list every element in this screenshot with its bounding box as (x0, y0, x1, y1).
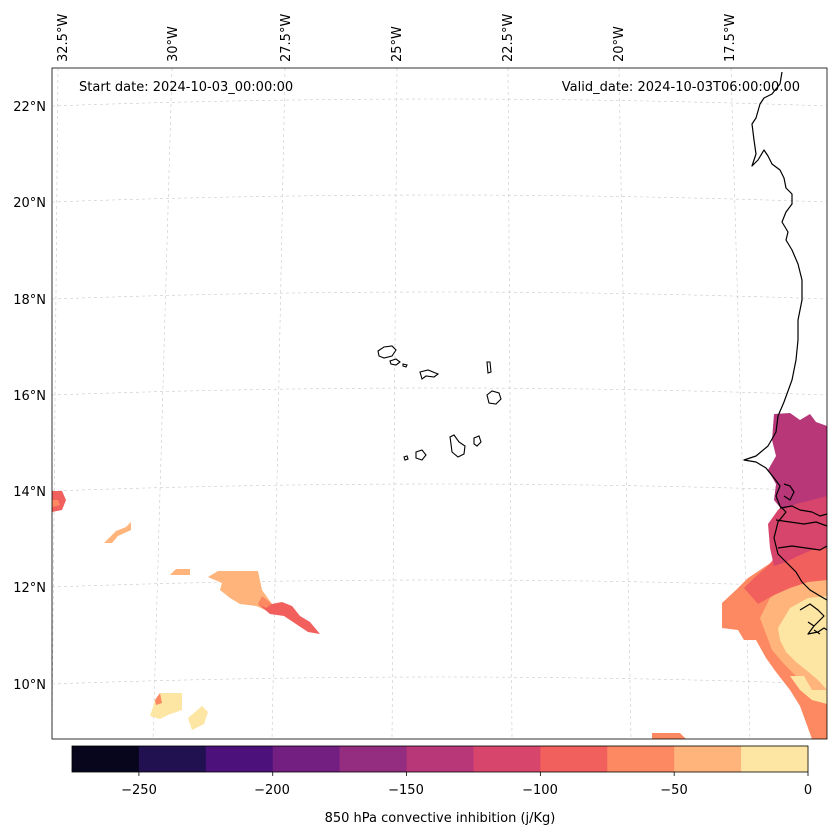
meridian-32.5W (51, 67, 59, 740)
valid-date-label: Valid_date: 2024-10-03T06:00:00.00 (562, 80, 800, 95)
cin-region-east-magenta (768, 413, 827, 510)
lat-label-22N: 22°N (13, 100, 46, 115)
cin-region-south (652, 733, 686, 739)
lon-label-17.5W: 17.5°W (723, 14, 738, 62)
cin-region-east-pale (778, 596, 827, 690)
map-frame (51, 67, 828, 740)
colorbar-segment (540, 746, 608, 772)
santa-luzia-island (402, 363, 408, 368)
parallel-10N (51, 676, 828, 685)
map-area (52, 68, 827, 739)
cin-region-southwest-edge (155, 693, 162, 705)
lon-label-25W: 25°W (390, 26, 405, 62)
colorbar-segment (741, 746, 809, 772)
parallel-14N (51, 483, 828, 492)
colorbar-tick-label: −50 (660, 783, 687, 798)
colorbar-segment (205, 746, 274, 772)
colorbar-tick-label: −200 (254, 783, 290, 798)
cin-region-central-core (258, 602, 320, 634)
lat-label-16N: 16°N (13, 389, 46, 404)
lat-label-14N: 14°N (13, 485, 46, 500)
colorbar-tick-label: −150 (388, 783, 424, 798)
cin-region-small-1 (104, 522, 131, 543)
sao-nicolau-island (419, 369, 440, 380)
colorbar-segment (406, 746, 474, 772)
colorbar-segment (339, 746, 408, 772)
africa-coastline (743, 71, 828, 601)
cin-region-east-pale-2 (790, 676, 827, 704)
cin-region-central-mid (258, 596, 272, 608)
parallel-16N (51, 387, 828, 396)
lon-label-22.5W: 22.5°W (501, 14, 516, 62)
lon-label-20W: 20°W (612, 26, 627, 62)
lat-label-18N: 18°N (13, 293, 46, 308)
sal-island (486, 361, 492, 374)
lat-label-10N: 10°N (13, 678, 46, 693)
lon-label-30W: 30°W (166, 26, 181, 62)
colorbar (71, 745, 809, 776)
start-date-label: Start date: 2024-10-03_00:00:00 (79, 80, 293, 95)
colorbar-segment (272, 746, 341, 772)
sao-vicente-island (389, 358, 401, 366)
santo-antao-island (377, 345, 397, 359)
lat-label-20N: 20°N (13, 196, 46, 211)
meridian-20W (618, 67, 632, 740)
meridian-30W (152, 67, 173, 740)
cin-region-southwest-2 (188, 706, 208, 730)
colorbar-segment (138, 746, 207, 772)
colorbar-tick-label: 0 (804, 783, 812, 798)
colorbar-label: 850 hPa convective inhibition (j/Kg) (325, 811, 556, 826)
meridian-27.5W (271, 67, 286, 740)
latitude-labels: 22°N 20°N 18°N 16°N 14°N 12°N 10°N (13, 100, 46, 693)
gambia-border (779, 505, 828, 517)
colorbar-ticks: −250 −200 −150 −100 −50 0 (121, 783, 812, 798)
lon-label-32.5W: 32.5°W (56, 14, 71, 62)
parallel-22N (51, 98, 828, 107)
colorbar-segment (473, 746, 541, 772)
coastlines (743, 71, 828, 635)
cape-verde-islands (377, 345, 502, 461)
colorbar-segment (674, 746, 742, 772)
parallel-18N (51, 291, 828, 300)
cin-region-west-edge-inner (52, 500, 60, 507)
colorbar-tick-label: −250 (121, 783, 157, 798)
lon-label-27.5W: 27.5°W (279, 14, 294, 62)
lat-label-12N: 12°N (13, 581, 46, 596)
dakar-peninsula (783, 483, 795, 501)
senegal-border-south (775, 519, 828, 527)
fogo-island (415, 449, 427, 461)
meridian-22.5W (507, 67, 513, 740)
parallel-12N (51, 579, 828, 588)
colorbar-border (71, 745, 809, 773)
boa-vista-island (486, 390, 502, 405)
guinea-bissau-border (777, 545, 828, 551)
longitude-labels: 32.5°W 30°W 27.5°W 25°W 22.5°W 20°W 17.5… (56, 14, 738, 62)
colorbar-tick-label: −100 (522, 783, 558, 798)
guinea-islands (807, 621, 821, 635)
parallel-20N (51, 194, 828, 203)
maio-island (473, 435, 482, 447)
brava-island (403, 455, 409, 461)
santiago-island (449, 434, 466, 458)
cin-region-west-edge (52, 491, 66, 512)
meridian-25W (391, 67, 398, 740)
colorbar-segment (607, 746, 675, 772)
cin-region-small-2 (170, 569, 190, 575)
cin-contours (52, 413, 827, 739)
colorbar-segment (72, 746, 140, 772)
